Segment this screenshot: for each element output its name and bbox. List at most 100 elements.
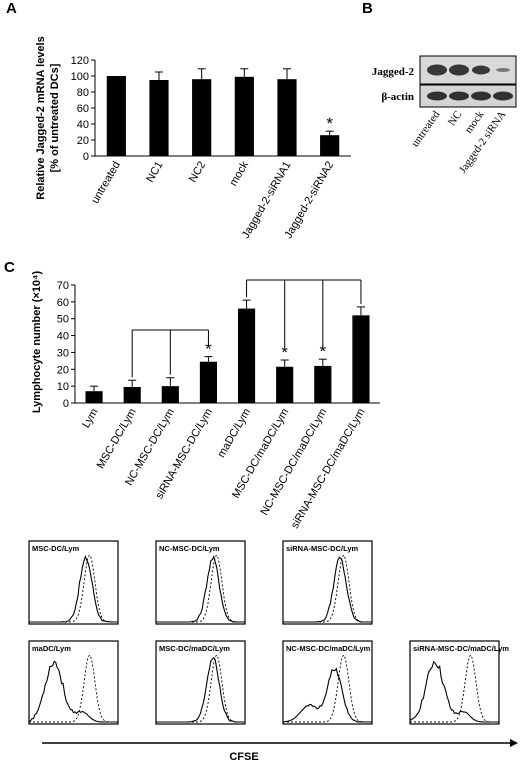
y-tick-label: 20 xyxy=(57,364,69,376)
bar xyxy=(85,391,103,403)
blot-band xyxy=(496,68,510,72)
category-label: NC-MSC-DC/maDC/Lym xyxy=(258,407,329,518)
bar xyxy=(106,76,126,156)
blot-band xyxy=(427,64,447,76)
category-label: MSC-DC/Lym xyxy=(95,407,139,471)
histogram-dashed-curve xyxy=(283,654,372,723)
y-tick-label: 60 xyxy=(57,297,69,309)
histogram-frame xyxy=(282,540,373,625)
significance-mark: * xyxy=(281,343,288,362)
y-tick-label: 120 xyxy=(71,55,89,67)
y-tick-label: 40 xyxy=(77,119,89,131)
histogram-panel: siRNA-MSC-DC/Lym xyxy=(282,540,373,625)
histogram-panel: maDC/Lym xyxy=(28,640,119,725)
blot-band xyxy=(449,64,469,76)
histogram-solid-curve xyxy=(283,556,372,623)
bar xyxy=(276,366,294,403)
blot-band xyxy=(471,91,491,101)
histogram-panel: siRNA-MSC-DC/maDC/Lym xyxy=(409,640,509,725)
y-tick-label: 30 xyxy=(57,347,69,359)
y-tick-label: 10 xyxy=(57,381,69,393)
histogram-title: maDC/Lym xyxy=(32,644,71,653)
category-label: Jagged-2-siRNA2 xyxy=(282,160,336,241)
histogram-frame xyxy=(28,540,119,625)
histogram-dashed-curve xyxy=(156,554,245,623)
significance-mark: * xyxy=(320,342,327,361)
bar xyxy=(277,79,297,156)
histogram-title: NC-MSC-DC/maDC/Lym xyxy=(286,644,371,653)
histogram-grid: MSC-DC/Lym NC-MSC-DC/Lym siRNA-MSC-DC/Lym m… xyxy=(28,540,509,725)
arrow-head-icon xyxy=(510,739,518,747)
y-tick-label: 20 xyxy=(77,135,89,147)
histogram-panel: NC-MSC-DC/Lym xyxy=(155,540,246,625)
cfse-label: CFSE xyxy=(229,751,258,763)
y-tick-label: 40 xyxy=(57,331,69,343)
chart-a: Relative Jagged-2 mRNA levels [% of untr… xyxy=(35,36,351,241)
category-label: NC2 xyxy=(187,160,208,185)
category-label: siRNA-MSC-DC/maDC/Lym xyxy=(289,407,368,531)
category-label: mock xyxy=(227,159,251,188)
histogram-panel: NC-MSC-DC/maDC/Lym xyxy=(282,640,373,725)
histogram-dashed-curve xyxy=(156,654,245,723)
histogram-title: siRNA-MSC-DC/Lym xyxy=(286,544,359,553)
histogram-panel: MSC-DC/Lym xyxy=(28,540,119,625)
histogram-frame xyxy=(282,640,373,725)
y-tick-label: 0 xyxy=(83,151,89,163)
histogram-solid-curve xyxy=(156,656,245,723)
histogram-title: MSC-DC/Lym xyxy=(32,544,80,553)
bar xyxy=(199,361,218,403)
bar xyxy=(237,308,256,403)
bar xyxy=(161,386,179,403)
histogram-frame xyxy=(28,640,119,725)
histogram-frame xyxy=(409,640,500,725)
histogram-frame xyxy=(155,640,246,725)
bar xyxy=(234,76,254,156)
category-label: maDC/Lym xyxy=(215,407,253,460)
y-tick-label: 80 xyxy=(77,87,89,99)
histogram-dashed-curve xyxy=(410,654,499,723)
chart-a-ylabel-line2: [% of untreated DCs] xyxy=(49,63,61,172)
lane-label: untreated xyxy=(409,108,443,149)
y-tick-label: 60 xyxy=(77,103,89,115)
chart-c-ylabel: Lymphocyte number (×10⁴) xyxy=(31,271,43,414)
histogram-title: MSC-DC/maDC/Lym xyxy=(159,644,230,653)
category-label: untreated xyxy=(89,160,123,206)
panel-letter-c: C xyxy=(4,259,15,276)
category-label: Lym xyxy=(80,407,101,431)
blot-band xyxy=(449,91,469,101)
y-tick-label: 70 xyxy=(57,280,69,292)
blot-band xyxy=(493,91,513,101)
significance-mark: * xyxy=(326,114,333,133)
histogram-dashed-curve xyxy=(283,554,372,623)
histogram-panel: MSC-DC/maDC/Lym xyxy=(155,640,246,725)
significance-mark: * xyxy=(205,340,212,359)
category-label: NC1 xyxy=(144,160,165,185)
bar xyxy=(123,386,141,403)
y-tick-label: 0 xyxy=(63,398,69,410)
histogram-solid-curve xyxy=(282,667,372,723)
bar xyxy=(320,135,340,156)
bar xyxy=(149,80,169,156)
panel-letter-a: A xyxy=(6,0,17,17)
blot-row-label: Jagged-2 xyxy=(372,66,415,78)
bar xyxy=(314,365,332,403)
histogram-title: NC-MSC-DC/Lym xyxy=(159,544,220,553)
histogram-dashed-curve xyxy=(29,654,118,723)
panel-letter-b: B xyxy=(362,0,373,17)
y-tick-label: 50 xyxy=(57,314,69,326)
western-blot: Jagged-2 β-actin untreated NCmockJagged-2… xyxy=(372,55,517,176)
histogram-frame xyxy=(155,540,246,625)
y-tick-label: 100 xyxy=(71,71,89,83)
blot-band xyxy=(472,65,490,75)
bar xyxy=(352,315,370,403)
lane-label: NC xyxy=(446,109,465,128)
histogram-dashed-curve xyxy=(29,554,118,623)
histogram-solid-curve xyxy=(28,660,118,723)
chart-a-ylabel-line1: Relative Jagged-2 mRNA levels xyxy=(35,36,47,199)
histogram-title: siRNA-MSC-DC/maDC/Lym xyxy=(413,644,509,653)
chart-c: Lymphocyte number (×10⁴) 0 10 20 30 40 50 60 70… xyxy=(31,271,380,531)
histogram-solid-curve xyxy=(156,555,245,623)
histogram-solid-curve xyxy=(29,554,118,623)
blot-row-label: β-actin xyxy=(381,91,414,103)
